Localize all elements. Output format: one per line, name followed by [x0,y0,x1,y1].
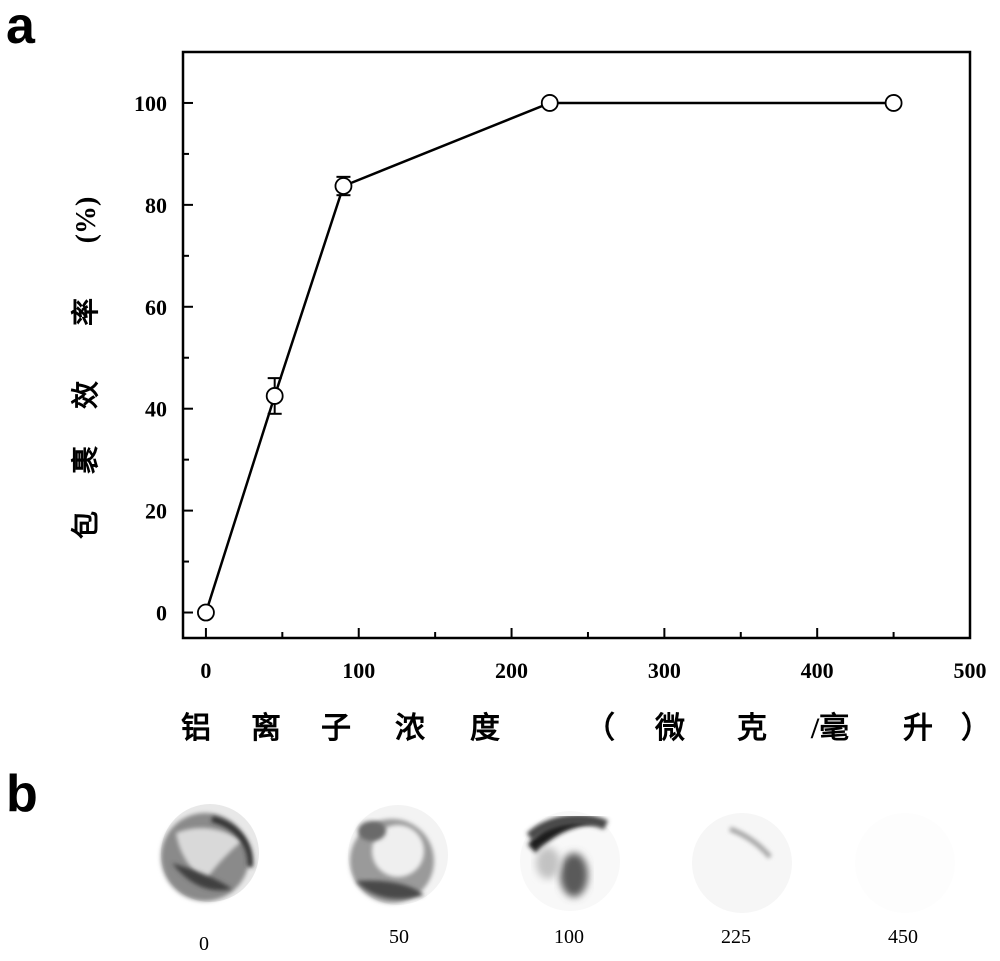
y-tick-label: 60 [145,295,167,320]
y-axis-label-part: 包 [70,511,102,539]
y-axis-label-part: (%) [71,197,102,244]
x-axis-label-part: （ [585,711,615,745]
data-point [886,95,902,111]
sample-label-100: 100 [554,926,584,948]
y-axis-label-part: 率 [69,298,102,326]
y-axis-label-part: 裹 [69,445,102,474]
sample-label-225: 225 [721,926,751,948]
sample-image-225 [692,813,792,913]
sample-image-50 [348,805,448,905]
sample-images-row: 0 50 100 225 450 [0,771,1000,961]
x-axis-label-part: ） [961,711,991,745]
y-tick-label: 80 [145,193,167,218]
sample-image-450 [855,813,955,913]
x-axis-label-part: 微 [654,712,685,745]
x-axis-label-part: 克 [737,712,767,745]
x-axis-label-part: 浓 [395,712,426,745]
sample-image-0 [161,804,259,902]
data-point [267,388,283,404]
x-axis-label-part: /毫 [810,711,849,745]
y-tick-label: 0 [156,601,167,626]
sample-label-0: 0 [199,933,209,955]
y-tick-label: 20 [145,499,167,524]
x-axis-label-part: 铝 [181,712,211,745]
y-axis-label: 包 裹 效 率 (%) [69,197,102,539]
x-tick-label: 400 [801,658,834,683]
data-point [335,178,351,194]
sample-label-50: 50 [389,926,409,948]
x-tick-label: 300 [648,658,681,683]
x-axis-label-part: 升 [903,712,933,745]
x-axis-label-part: 子 [321,712,351,745]
x-axis-label-part: 度 [470,712,500,745]
x-tick-label: 0 [200,658,211,683]
sample-image-100 [520,811,620,911]
x-axis-label: 铝 离 子 浓 度 （ 微 克/毫 升 ） [181,711,991,745]
x-tick-label: 100 [342,658,375,683]
sample-label-450: 450 [888,926,918,948]
data-point [198,605,214,621]
plot-frame [183,52,970,638]
axis-ticks: 0 100 200 300 400 500 0 20 40 60 80 100 [134,91,987,683]
x-tick-label: 200 [495,658,528,683]
x-tick-label: 500 [954,658,987,683]
series-line [206,103,894,613]
data-point [542,95,558,111]
y-axis-label-part: 效 [70,381,102,409]
y-tick-label: 40 [145,397,167,422]
x-axis-label-part: 离 [251,712,281,745]
encapsulation-efficiency-chart: 包 裹 效 率 (%) 铝 离 子 浓 度 （ 微 克/毫 升 ） 0 100 200 300 400 500 0 20… [0,0,1000,770]
data-series [198,95,902,621]
y-tick-label: 100 [134,91,167,116]
